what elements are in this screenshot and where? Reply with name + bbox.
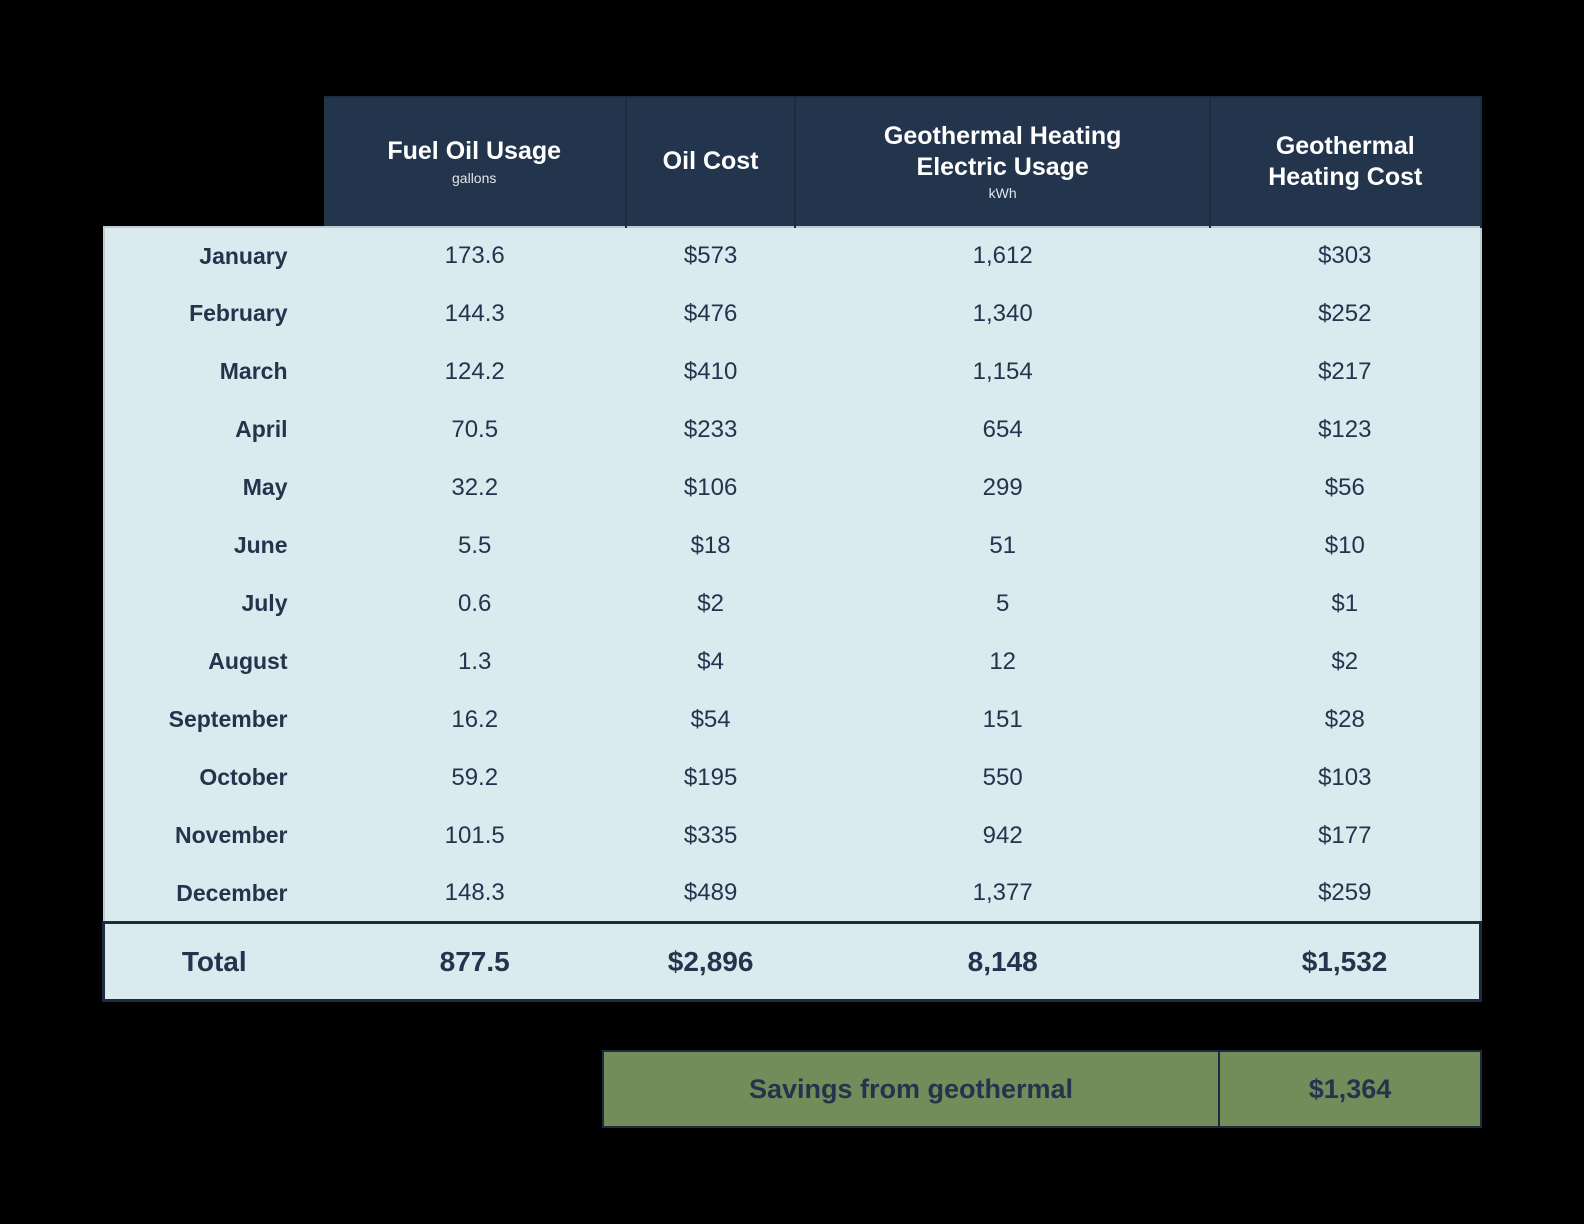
month-cell: January: [104, 227, 324, 285]
month-cell: June: [104, 517, 324, 575]
oil-cost-cell: $335: [626, 807, 795, 865]
month-cell: July: [104, 575, 324, 633]
kwh-cell: 1,340: [795, 285, 1210, 343]
comparison-table: Fuel Oil Usage gallons Oil Cost Geotherm…: [102, 96, 1482, 1003]
kwh-cell: 5: [795, 575, 1210, 633]
month-cell: December: [104, 865, 324, 923]
kwh-cell: 51: [795, 517, 1210, 575]
header-row: Fuel Oil Usage gallons Oil Cost Geotherm…: [104, 97, 1481, 227]
month-cell: August: [104, 633, 324, 691]
table-row: February144.3$4761,340$252: [104, 285, 1481, 343]
kwh-cell: 1,154: [795, 343, 1210, 401]
total-oil-cost: $2,896: [626, 923, 795, 1001]
table-row: October59.2$195550$103: [104, 749, 1481, 807]
table-row: August1.3$412$2: [104, 633, 1481, 691]
table-row: September16.2$54151$28: [104, 691, 1481, 749]
fuel-cell: 148.3: [324, 865, 626, 923]
oil-cost-cell: $410: [626, 343, 795, 401]
geo-cost-cell: $177: [1210, 807, 1480, 865]
geo-cost-cell: $1: [1210, 575, 1480, 633]
kwh-cell: 12: [795, 633, 1210, 691]
table-row: June5.5$1851$10: [104, 517, 1481, 575]
geo-cost-cell: $2: [1210, 633, 1480, 691]
geo-cost-cell: $123: [1210, 401, 1480, 459]
fuel-cell: 124.2: [324, 343, 626, 401]
month-cell: March: [104, 343, 324, 401]
month-cell: September: [104, 691, 324, 749]
table-row: July0.6$25$1: [104, 575, 1481, 633]
geo-cost-cell: $259: [1210, 865, 1480, 923]
oil-cost-cell: $573: [626, 227, 795, 285]
kwh-cell: 299: [795, 459, 1210, 517]
header-blank: [104, 97, 324, 227]
oil-cost-cell: $233: [626, 401, 795, 459]
header-fuel-oil-usage: Fuel Oil Usage gallons: [324, 97, 626, 227]
oil-cost-cell: $18: [626, 517, 795, 575]
geo-cost-cell: $10: [1210, 517, 1480, 575]
fuel-cell: 5.5: [324, 517, 626, 575]
table-row: November101.5$335942$177: [104, 807, 1481, 865]
oil-cost-cell: $2: [626, 575, 795, 633]
month-cell: April: [104, 401, 324, 459]
header-label: Oil Cost: [663, 147, 759, 175]
month-cell: May: [104, 459, 324, 517]
total-label: Total: [104, 923, 324, 1001]
fuel-cell: 70.5: [324, 401, 626, 459]
table-row: May32.2$106299$56: [104, 459, 1481, 517]
table-row: December148.3$4891,377$259: [104, 865, 1481, 923]
savings-label: Savings from geothermal: [604, 1052, 1220, 1126]
oil-cost-cell: $106: [626, 459, 795, 517]
total-fuel: 877.5: [324, 923, 626, 1001]
fuel-cell: 101.5: [324, 807, 626, 865]
fuel-cell: 144.3: [324, 285, 626, 343]
geo-cost-cell: $28: [1210, 691, 1480, 749]
oil-cost-cell: $54: [626, 691, 795, 749]
savings-callout: Savings from geothermal $1,364: [602, 1050, 1482, 1128]
header-sublabel: gallons: [324, 170, 625, 188]
table-row: January173.6$5731,612$303: [104, 227, 1481, 285]
kwh-cell: 1,377: [795, 865, 1210, 923]
fuel-cell: 173.6: [324, 227, 626, 285]
geo-cost-cell: $103: [1210, 749, 1480, 807]
table-row: March124.2$4101,154$217: [104, 343, 1481, 401]
total-kwh: 8,148: [795, 923, 1210, 1001]
month-cell: February: [104, 285, 324, 343]
oil-cost-cell: $4: [626, 633, 795, 691]
fuel-cell: 0.6: [324, 575, 626, 633]
header-geo-cost: Geothermal Heating Cost: [1210, 97, 1480, 227]
month-cell: November: [104, 807, 324, 865]
geo-cost-cell: $56: [1210, 459, 1480, 517]
total-row: Total 877.5 $2,896 8,148 $1,532: [104, 923, 1481, 1001]
kwh-cell: 942: [795, 807, 1210, 865]
kwh-cell: 550: [795, 749, 1210, 807]
header-sublabel: kWh: [796, 185, 1209, 203]
header-oil-cost: Oil Cost: [626, 97, 795, 227]
month-cell: October: [104, 749, 324, 807]
geo-cost-cell: $217: [1210, 343, 1480, 401]
header-label: Fuel Oil Usage: [387, 137, 561, 165]
comparison-table-wrap: Fuel Oil Usage gallons Oil Cost Geotherm…: [102, 96, 1482, 1129]
geo-cost-cell: $252: [1210, 285, 1480, 343]
fuel-cell: 1.3: [324, 633, 626, 691]
header-label: Geothermal Heating Electric Usage: [884, 122, 1122, 181]
fuel-cell: 59.2: [324, 749, 626, 807]
kwh-cell: 654: [795, 401, 1210, 459]
oil-cost-cell: $476: [626, 285, 795, 343]
geo-cost-cell: $303: [1210, 227, 1480, 285]
kwh-cell: 151: [795, 691, 1210, 749]
kwh-cell: 1,612: [795, 227, 1210, 285]
fuel-cell: 16.2: [324, 691, 626, 749]
header-label: Geothermal Heating Cost: [1268, 132, 1422, 191]
fuel-cell: 32.2: [324, 459, 626, 517]
header-geo-usage: Geothermal Heating Electric Usage kWh: [795, 97, 1210, 227]
table-row: April70.5$233654$123: [104, 401, 1481, 459]
table-body: January173.6$5731,612$303February144.3$4…: [104, 227, 1481, 923]
total-geo-cost: $1,532: [1210, 923, 1480, 1001]
oil-cost-cell: $195: [626, 749, 795, 807]
oil-cost-cell: $489: [626, 865, 795, 923]
savings-value: $1,364: [1220, 1052, 1480, 1126]
